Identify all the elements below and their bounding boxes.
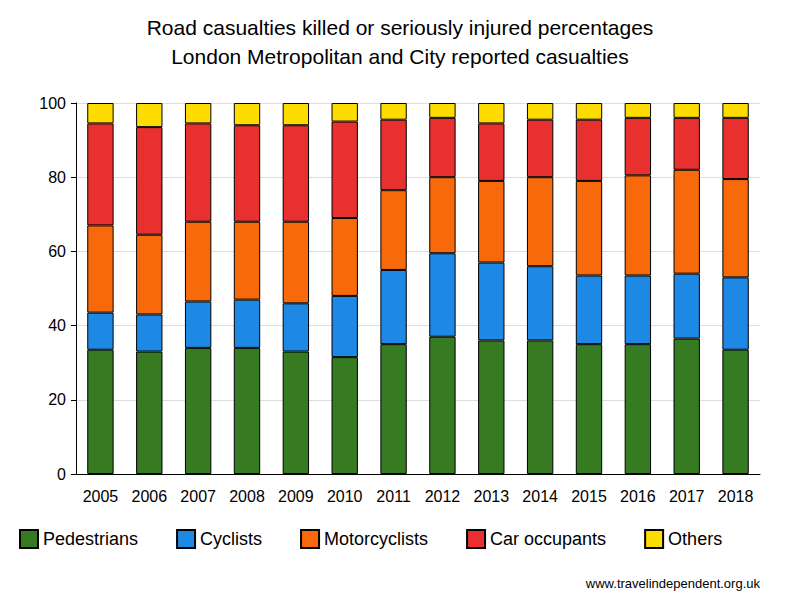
svg-text:2010: 2010	[327, 488, 363, 505]
svg-text:2006: 2006	[131, 488, 167, 505]
svg-text:2018: 2018	[718, 488, 754, 505]
svg-text:2012: 2012	[425, 488, 461, 505]
svg-text:80: 80	[48, 169, 66, 186]
svg-text:2015: 2015	[571, 488, 607, 505]
svg-text:2017: 2017	[669, 488, 705, 505]
svg-text:Motorcyclists: Motorcyclists	[324, 529, 428, 549]
svg-text:Others: Others	[668, 529, 722, 549]
svg-text:2009: 2009	[278, 488, 314, 505]
svg-text:2013: 2013	[473, 488, 509, 505]
svg-text:0: 0	[57, 466, 66, 483]
svg-text:40: 40	[48, 317, 66, 334]
svg-text:Road casualties killed or seri: Road casualties killed or seriously inju…	[147, 16, 654, 39]
svg-text:2011: 2011	[376, 488, 411, 505]
svg-text:2008: 2008	[229, 488, 265, 505]
svg-text:London Metropolitan and City r: London Metropolitan and City reported ca…	[171, 45, 629, 68]
svg-text:www.travelindependent.org.uk: www.travelindependent.org.uk	[585, 576, 761, 591]
svg-text:Car occupants: Car occupants	[490, 529, 606, 549]
svg-text:2014: 2014	[522, 488, 558, 505]
svg-text:Pedestrians: Pedestrians	[43, 529, 138, 549]
svg-text:2016: 2016	[620, 488, 656, 505]
svg-text:2005: 2005	[83, 488, 119, 505]
svg-text:60: 60	[48, 243, 66, 260]
svg-text:100: 100	[39, 95, 66, 112]
svg-text:20: 20	[48, 391, 66, 408]
svg-text:2007: 2007	[180, 488, 216, 505]
svg-text:Cyclists: Cyclists	[200, 529, 262, 549]
